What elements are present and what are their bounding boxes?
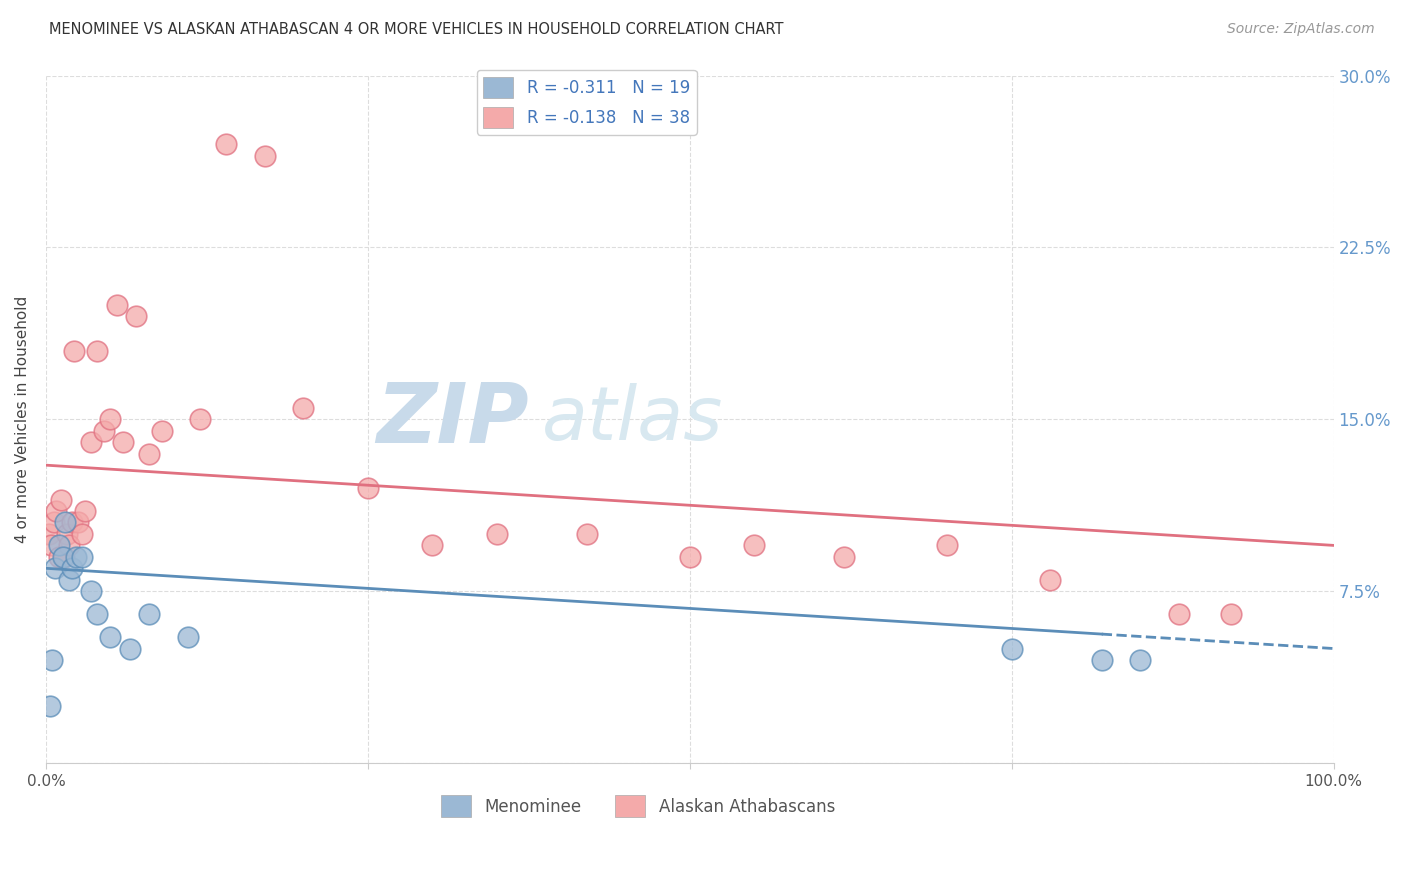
Point [38, 527, 60, 541]
Point [86, 343, 108, 358]
Point [253, 149, 276, 163]
Point [190, 412, 212, 426]
Point [55, 527, 77, 541]
Point [176, 630, 198, 644]
Point [138, 607, 160, 622]
Point [53, 549, 76, 564]
Text: ZIP: ZIP [377, 379, 529, 459]
Point [70, 549, 93, 564]
Point [357, 481, 380, 495]
Point [48, 538, 70, 552]
Text: MENOMINEE VS ALASKAN ATHABASCAN 4 OR MORE VEHICLES IN HOUSEHOLD CORRELATION CHAR: MENOMINEE VS ALASKAN ATHABASCAN 4 OR MOR… [49, 22, 783, 37]
Point [80, 584, 103, 599]
Point [41, 653, 63, 667]
Point [742, 538, 765, 552]
Point [420, 538, 443, 552]
Point [1001, 641, 1024, 656]
Point [1091, 653, 1114, 667]
Point [112, 435, 135, 450]
Point [73, 504, 96, 518]
Point [65, 549, 87, 564]
Text: Source: ZipAtlas.com: Source: ZipAtlas.com [1227, 22, 1375, 37]
Point [53, 516, 76, 530]
Point [70, 527, 93, 541]
Point [60, 516, 83, 530]
Point [1168, 607, 1191, 622]
Point [51, 492, 73, 507]
Point [118, 641, 141, 656]
Point [48, 549, 70, 564]
Point [44, 561, 66, 575]
Point [86, 607, 108, 622]
Point [93, 424, 115, 438]
Point [1219, 607, 1241, 622]
Point [936, 538, 959, 552]
Point [150, 424, 173, 438]
Point [98, 630, 121, 644]
Point [679, 549, 702, 564]
Point [52, 549, 75, 564]
Point [67, 516, 90, 530]
Point [832, 549, 855, 564]
Point [42, 516, 65, 530]
Point [215, 137, 238, 152]
Point [98, 412, 121, 426]
Point [1039, 573, 1062, 587]
Point [125, 309, 148, 323]
Point [292, 401, 315, 415]
Point [63, 343, 86, 358]
Point [60, 561, 83, 575]
Point [485, 527, 508, 541]
Point [105, 298, 128, 312]
Point [39, 538, 62, 552]
Legend: Menominee, Alaskan Athabascans: Menominee, Alaskan Athabascans [434, 789, 842, 823]
Point [45, 504, 67, 518]
Point [58, 573, 80, 587]
Point [38, 698, 60, 713]
Text: atlas: atlas [541, 384, 723, 455]
Point [1129, 653, 1152, 667]
Point [138, 447, 160, 461]
Point [58, 538, 80, 552]
Point [80, 435, 103, 450]
Point [575, 527, 598, 541]
Y-axis label: 4 or more Vehicles in Household: 4 or more Vehicles in Household [15, 296, 30, 543]
